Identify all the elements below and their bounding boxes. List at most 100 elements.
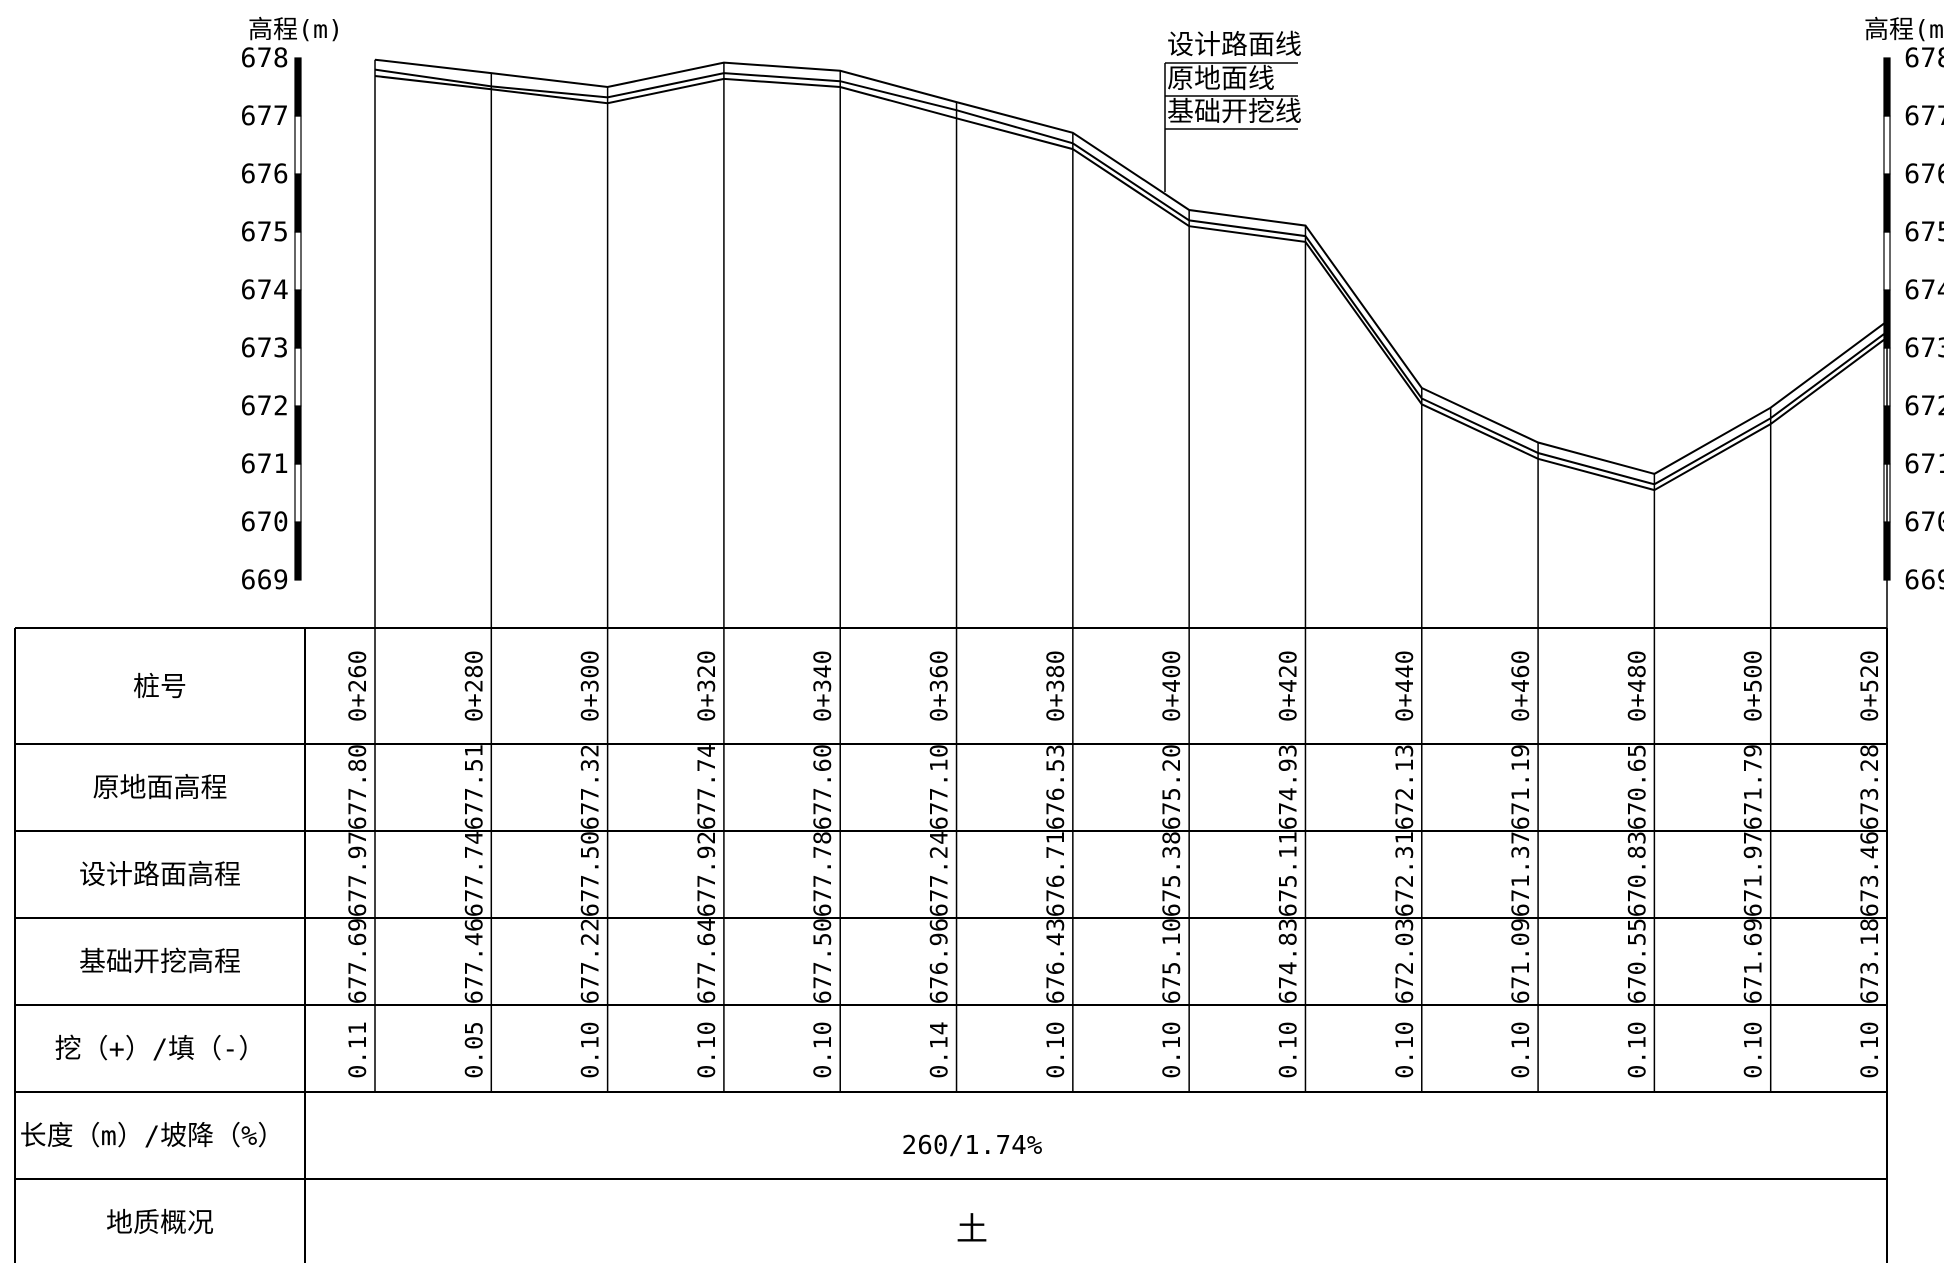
excavation-elevation-value: 670.55	[1623, 918, 1651, 1005]
ground-elevation-value: 677.32	[577, 744, 605, 831]
excavation-elevation-value: 671.69	[1740, 918, 1768, 1005]
excavation-elevation-value: 671.09	[1507, 918, 1535, 1005]
left-tick-label: 673	[240, 333, 289, 364]
station-value: 0+360	[926, 650, 954, 722]
excavation-line	[374, 75, 1888, 492]
ground-elevation-value: 671.79	[1740, 744, 1768, 831]
station-value: 0+320	[693, 650, 721, 722]
design-surface-line	[374, 58, 1888, 475]
row-label-geology: 地质概况	[106, 1208, 214, 1239]
left-tick-label: 675	[240, 217, 289, 248]
design-elevation-value: 673.46	[1856, 831, 1884, 918]
right-tick-label: 676	[1904, 159, 1944, 190]
station-value: 0+420	[1274, 650, 1302, 722]
left-scale-segment	[294, 289, 302, 349]
left-tick-label: 674	[240, 275, 289, 306]
cut-fill-value: 0.10	[693, 1021, 721, 1079]
design-elevation-value: 675.38	[1158, 831, 1186, 918]
left-tick-label: 678	[240, 43, 289, 74]
ground-elevation-value: 673.28	[1856, 744, 1884, 831]
design-elevation-value: 677.24	[926, 831, 954, 918]
row-label-length-slope: 长度（m）/坡降（%）	[20, 1121, 285, 1152]
cut-fill-value: 0.14	[926, 1021, 954, 1079]
right-tick-label: 672	[1904, 391, 1944, 422]
legend-design-line: 设计路面线	[1167, 30, 1302, 61]
left-scale-segment	[294, 521, 302, 581]
excavation-elevation-value: 673.18	[1856, 918, 1884, 1005]
cut-fill-value: 0.10	[1507, 1021, 1535, 1079]
left-scale-segment	[294, 463, 302, 523]
excavation-elevation-value: 672.03	[1391, 918, 1419, 1005]
excavation-elevation-value: 677.69	[344, 918, 372, 1005]
right-scale-segment	[1883, 173, 1891, 233]
right-scale-segment	[1883, 115, 1891, 175]
cut-fill-value: 0.10	[1856, 1021, 1884, 1079]
cut-fill-value: 0.10	[1158, 1021, 1186, 1079]
right-tick-label: 677	[1904, 101, 1944, 132]
excavation-elevation-value: 677.50	[809, 918, 837, 1005]
row-label-ground: 原地面高程	[93, 773, 228, 804]
left-scale-segment	[294, 173, 302, 233]
left-scale-segment	[294, 231, 302, 291]
left-tick-label: 669	[240, 565, 289, 596]
right-tick-label: 678	[1904, 43, 1944, 74]
excavation-elevation-value: 677.46	[460, 918, 488, 1005]
station-value: 0+500	[1740, 650, 1768, 722]
cut-fill-value: 0.11	[344, 1021, 372, 1079]
row-label-cutfill: 挖（+）/填（-）	[55, 1034, 266, 1065]
design-elevation-value: 672.31	[1391, 831, 1419, 918]
legend-ground-line: 原地面线	[1167, 64, 1275, 95]
right-scale-segment	[1883, 231, 1891, 291]
left-scale-segment	[294, 347, 302, 407]
ground-elevation-value: 674.93	[1274, 744, 1302, 831]
design-elevation-value: 671.97	[1740, 831, 1768, 918]
excavation-elevation-value: 674.83	[1274, 918, 1302, 1005]
left-axis-ticks: 678 677 676 675 674 673 672 671 670 669	[240, 43, 289, 596]
station-value: 0+300	[577, 650, 605, 722]
design-elevation-value: 677.97	[344, 831, 372, 918]
ground-elevation-value: 672.13	[1391, 744, 1419, 831]
cut-fill-value: 0.10	[809, 1021, 837, 1079]
cut-fill-value: 0.10	[1623, 1021, 1651, 1079]
design-elevation-value: 677.92	[693, 831, 721, 918]
ground-elevation-value: 677.60	[809, 744, 837, 831]
left-tick-label: 670	[240, 507, 289, 538]
left-scale-segment	[294, 405, 302, 465]
original-ground-line	[374, 68, 1888, 486]
left-scale-segment	[294, 115, 302, 175]
cut-fill-value: 0.10	[1391, 1021, 1419, 1079]
station-value: 0+520	[1856, 650, 1884, 722]
ground-elevation-value: 670.65	[1623, 744, 1651, 831]
right-tick-label: 670	[1904, 507, 1944, 538]
row-label-design: 设计路面高程	[79, 860, 241, 891]
station-value: 0+280	[460, 650, 488, 722]
profile-lines	[374, 58, 1888, 492]
design-elevation-value: 677.78	[809, 831, 837, 918]
station-value: 0+340	[809, 650, 837, 722]
length-slope-value: 260/1.74%	[902, 1131, 1043, 1161]
legend-excavation-line: 基础开挖线	[1167, 97, 1302, 128]
left-tick-label: 676	[240, 159, 289, 190]
design-elevation-value: 671.37	[1507, 831, 1535, 918]
geology-value: 土	[956, 1210, 988, 1248]
left-axis-title: 高程(m)	[248, 15, 343, 44]
row-label-excavation: 基础开挖高程	[79, 947, 241, 978]
cut-fill-value: 0.10	[1274, 1021, 1302, 1079]
ground-elevation-value: 677.51	[460, 744, 488, 831]
table-row-labels: 桩号 原地面高程 设计路面高程 基础开挖高程 挖（+）/填（-） 长度（m）/坡…	[20, 672, 285, 1239]
cut-fill-value: 0.10	[577, 1021, 605, 1079]
station-value: 0+440	[1391, 650, 1419, 722]
station-value: 0+260	[344, 650, 372, 722]
ground-elevation-value: 677.74	[693, 744, 721, 831]
design-elevation-value: 670.83	[1623, 831, 1651, 918]
design-elevation-value: 675.11	[1274, 831, 1302, 918]
left-tick-label: 672	[240, 391, 289, 422]
excavation-elevation-value: 676.43	[1042, 918, 1070, 1005]
legend: 设计路面线 原地面线 基础开挖线	[1164, 30, 1302, 192]
right-scale-segment	[1883, 57, 1891, 117]
left-tick-label: 677	[240, 101, 289, 132]
right-axis-title: 高程(m)	[1864, 15, 1944, 44]
excavation-elevation-value: 675.10	[1158, 918, 1186, 1005]
design-elevation-value: 677.50	[577, 831, 605, 918]
